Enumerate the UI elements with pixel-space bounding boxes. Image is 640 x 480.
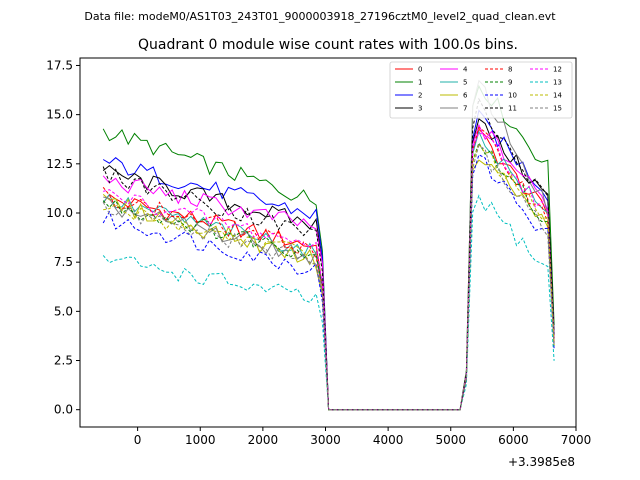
y-tick-label: 17.5 (46, 58, 73, 72)
x-offset-label: +3.3985e8 (508, 455, 575, 469)
legend-label-module-4: 4 (463, 66, 468, 74)
y-axis-ticks: 0.0 2.5 5.0 7.5 10.0 12.5 15.0 17.5 (46, 58, 80, 417)
y-tick-label: 10.0 (46, 206, 73, 220)
series-line-module-8 (102, 126, 555, 411)
legend-label-module-8: 8 (508, 66, 512, 74)
x-tick-label: 7000 (561, 433, 592, 447)
legend-label-module-11: 11 (508, 105, 517, 113)
series-line-module-10 (102, 153, 555, 411)
chart-title: Quadrant 0 module wise count rates with … (138, 37, 518, 53)
legend-label-module-9: 9 (508, 79, 512, 87)
x-tick-label: 6000 (498, 433, 529, 447)
legend-label-module-14: 14 (553, 92, 562, 100)
series-layer (102, 79, 555, 411)
legend-label-module-6: 6 (463, 92, 468, 100)
legend-box (389, 61, 573, 119)
x-tick-label: 4000 (373, 433, 404, 447)
x-tick-label: 0 (134, 433, 142, 447)
axes-frame (79, 57, 577, 428)
series-line-module-5 (102, 130, 555, 411)
x-axis-ticks: 0 1000 2000 3000 4000 5000 6000 7000 (134, 427, 591, 447)
legend-label-module-5: 5 (463, 79, 467, 87)
legend-label-module-7: 7 (463, 105, 467, 113)
y-tick-label: 12.5 (46, 157, 73, 171)
series-line-module-6 (102, 159, 555, 411)
series-line-module-4 (102, 123, 555, 411)
y-tick-label: 15.0 (46, 108, 73, 122)
plot-area (80, 58, 576, 427)
series-line-module-2 (102, 109, 555, 411)
x-tick-label: 5000 (435, 433, 466, 447)
legend-label-module-1: 1 (418, 79, 422, 87)
series-line-module-13 (102, 194, 555, 411)
legend-label-module-15: 15 (553, 105, 562, 113)
data-file-label: Data file: modeM0/AS1T03_243T01_90000039… (84, 10, 556, 23)
y-tick-label: 7.5 (54, 255, 73, 269)
legend-label-module-2: 2 (418, 92, 422, 100)
y-tick-label: 5.0 (54, 304, 73, 318)
legend-label-module-0: 0 (418, 66, 422, 74)
series-line-module-12 (103, 131, 555, 411)
series-line-module-3 (102, 118, 555, 411)
legend-label-module-10: 10 (508, 92, 517, 100)
x-tick-label: 1000 (185, 433, 216, 447)
y-tick-label: 0.0 (54, 403, 73, 417)
legend-label-module-12: 12 (553, 66, 562, 74)
series-line-module-14 (103, 143, 555, 411)
y-tick-label: 2.5 (54, 354, 73, 368)
series-line-module-7 (103, 79, 555, 411)
x-tick-label: 2000 (248, 433, 279, 447)
x-tick-label: 3000 (310, 433, 341, 447)
legend-label-module-3: 3 (418, 105, 422, 113)
legend-label-module-13: 13 (553, 79, 562, 87)
